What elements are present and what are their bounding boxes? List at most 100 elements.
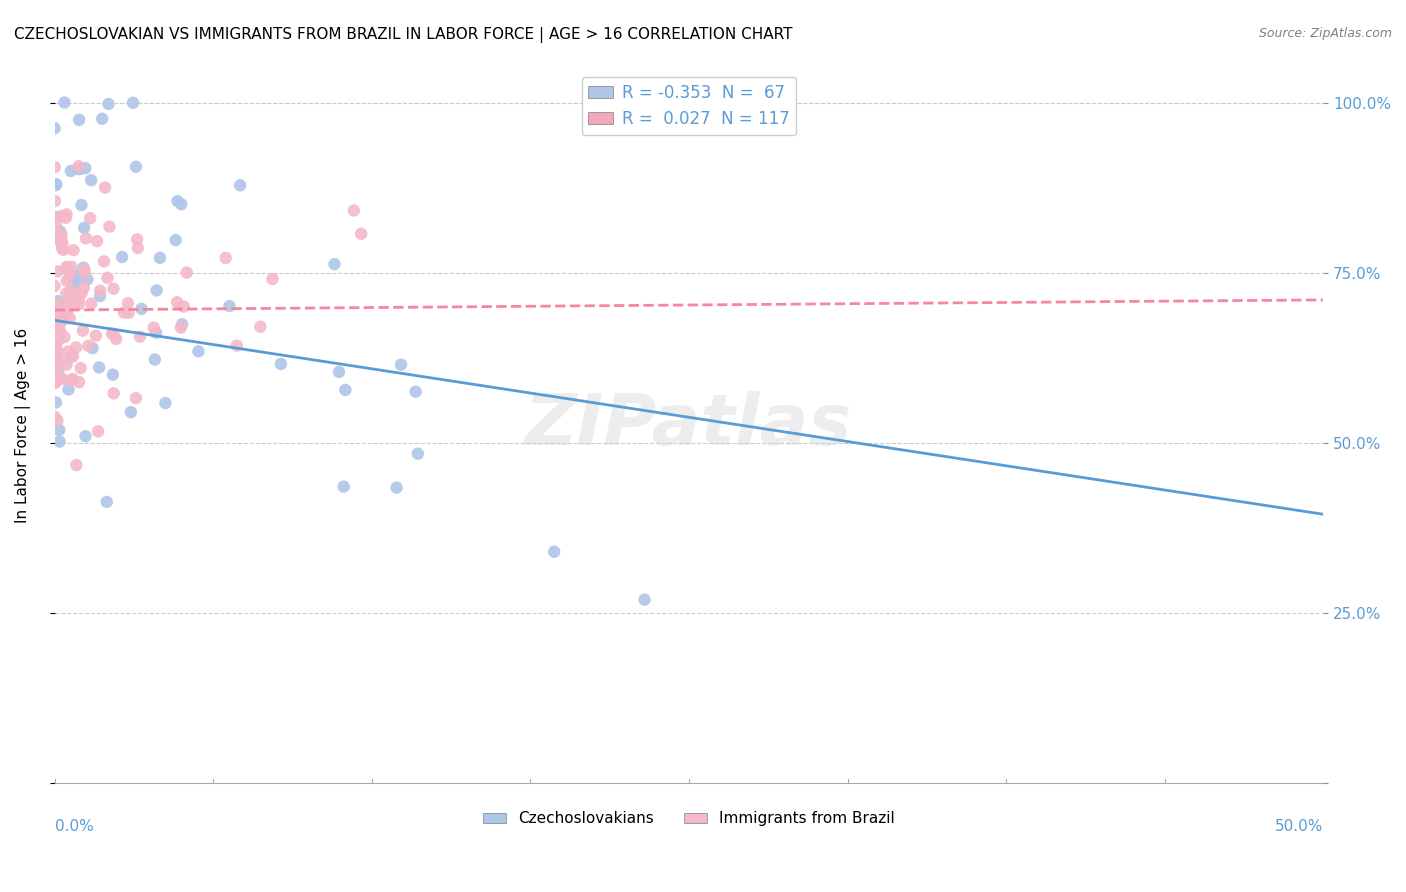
Point [48, 369, 70, 384]
Point [44, 296, 66, 310]
Point [46, 294, 69, 309]
Point [51, 353, 73, 368]
Point [49, 314, 72, 328]
Point [91, 112, 114, 126]
Point [53, 305, 76, 319]
Point [129, 330, 152, 344]
Point [53, 95, 76, 110]
Point [84, 328, 107, 343]
Point [218, 299, 240, 313]
Point [103, 282, 125, 296]
Point [127, 232, 149, 246]
Y-axis label: In Labor Force | Age > 16: In Labor Force | Age > 16 [15, 328, 31, 524]
Point [145, 326, 167, 340]
Point [55, 207, 77, 221]
Point [103, 386, 125, 401]
Point [105, 332, 128, 346]
Point [96, 495, 118, 509]
Point [82, 341, 104, 355]
Point [117, 296, 139, 310]
Point [112, 305, 135, 319]
Point [155, 396, 177, 410]
Point [323, 257, 346, 271]
Point [166, 295, 188, 310]
Legend: Czechoslovakians, Immigrants from Brazil: Czechoslovakians, Immigrants from Brazil [477, 805, 901, 832]
Point [262, 272, 284, 286]
Point [79, 211, 101, 226]
Point [332, 480, 354, 494]
Point [249, 319, 271, 334]
Point [86, 234, 108, 248]
Point [72, 324, 94, 338]
Point [59, 268, 82, 282]
Point [65, 276, 87, 290]
Point [51, 236, 73, 251]
Point [73, 266, 96, 280]
Point [65, 289, 87, 303]
Point [75, 231, 97, 245]
Point [44, 355, 66, 369]
Point [45, 343, 67, 358]
Point [67, 297, 90, 311]
Point [67, 159, 90, 173]
Point [335, 383, 357, 397]
Point [543, 545, 565, 559]
Point [44, 376, 66, 391]
Point [44, 364, 66, 378]
Point [67, 162, 90, 177]
Point [44, 210, 66, 224]
Point [73, 262, 96, 277]
Point [51, 209, 73, 223]
Point [389, 358, 412, 372]
Text: 0.0%: 0.0% [55, 819, 93, 834]
Point [170, 320, 193, 334]
Point [328, 365, 350, 379]
Point [44, 321, 66, 335]
Point [87, 360, 110, 375]
Point [143, 352, 166, 367]
Point [45, 178, 67, 193]
Point [69, 361, 91, 376]
Point [46, 362, 69, 376]
Point [44, 347, 66, 361]
Point [46, 308, 69, 322]
Point [46, 232, 69, 246]
Point [56, 344, 79, 359]
Point [62, 297, 84, 311]
Point [56, 274, 79, 288]
Point [44, 324, 66, 338]
Point [51, 235, 73, 249]
Point [44, 337, 66, 351]
Point [343, 203, 366, 218]
Point [44, 121, 66, 136]
Point [46, 264, 69, 278]
Point [75, 429, 97, 443]
Point [63, 296, 86, 310]
Point [44, 307, 66, 321]
Point [53, 307, 76, 321]
Point [166, 194, 188, 208]
Point [44, 361, 66, 376]
Point [87, 425, 110, 439]
Point [142, 320, 165, 334]
Point [44, 326, 66, 340]
Point [49, 325, 72, 339]
Point [44, 371, 66, 385]
Point [45, 217, 67, 231]
Point [125, 160, 148, 174]
Point [65, 341, 87, 355]
Point [70, 198, 93, 212]
Point [51, 238, 73, 252]
Point [385, 481, 408, 495]
Point [59, 288, 82, 302]
Point [53, 330, 76, 344]
Point [45, 395, 67, 409]
Point [55, 211, 77, 225]
Point [44, 349, 66, 363]
Point [48, 372, 70, 386]
Point [44, 409, 66, 424]
Point [45, 177, 67, 191]
Point [70, 285, 93, 300]
Point [44, 194, 66, 208]
Point [44, 344, 66, 359]
